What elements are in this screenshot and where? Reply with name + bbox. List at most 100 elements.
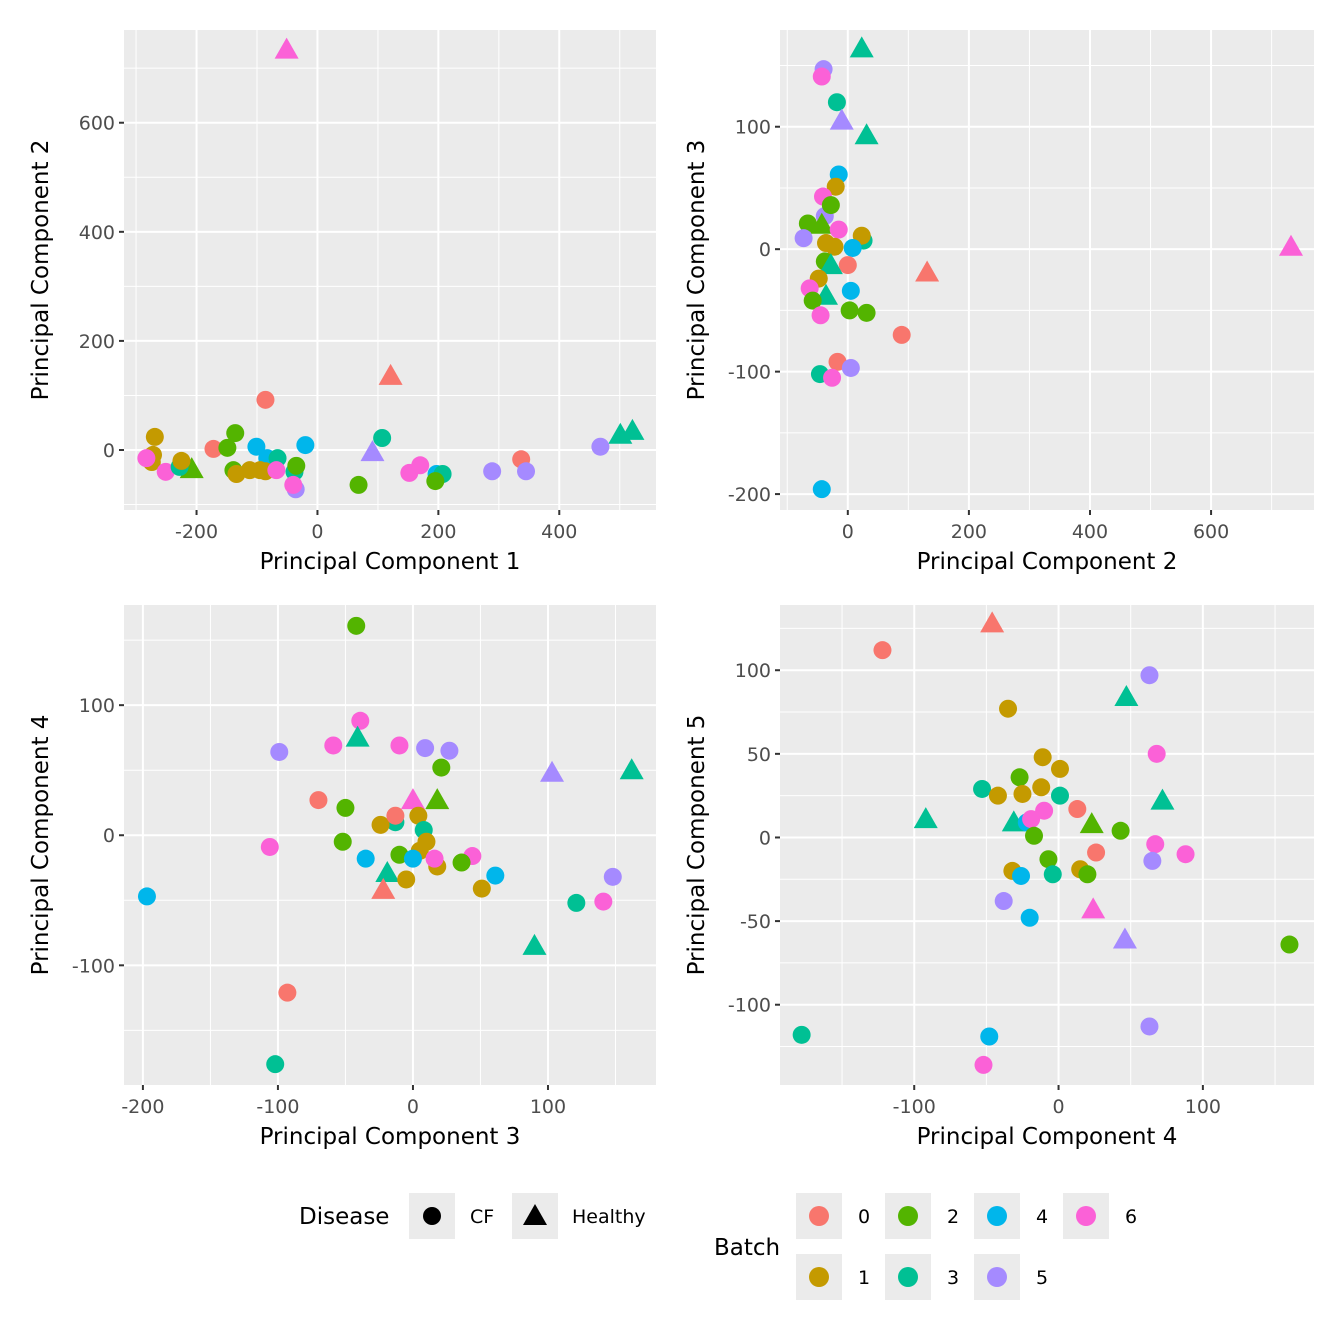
- point-cf-batch-6: [390, 736, 409, 755]
- legend-batch: Batch 0 1 2 3 4 5 6: [714, 1193, 1137, 1300]
- point-healthy-batch-3: [913, 807, 938, 829]
- point-cf-batch-5: [841, 358, 860, 377]
- x-tick-label: 200: [420, 521, 456, 543]
- y-tick-label: 100: [735, 117, 771, 139]
- point-cf-batch-5: [994, 892, 1013, 911]
- point-cf-batch-3: [567, 893, 586, 912]
- panel-4: -100 0 100 -100 -50 0 50 100 Principal Component…: [684, 605, 1314, 1150]
- x-tick-label: -200: [175, 521, 218, 543]
- y-tick-label: 100: [735, 660, 771, 682]
- point-cf-batch-2: [857, 303, 876, 322]
- point-cf-batch-0: [256, 390, 275, 409]
- point-cf-batch-1: [145, 427, 164, 446]
- y-tick-label: -200: [728, 484, 771, 506]
- point-cf-batch-4: [1012, 866, 1031, 885]
- panels: -200 0 200 400 0 200 400 600 Principal Component…: [28, 30, 1314, 1150]
- point-healthy-batch-5: [1112, 927, 1137, 949]
- panel-background: [124, 30, 656, 510]
- point-cf-batch-5: [440, 741, 459, 760]
- y-tick-label: 100: [79, 695, 115, 717]
- point-cf-batch-6: [1176, 845, 1195, 864]
- panel-background: [780, 605, 1314, 1085]
- point-cf-batch-2: [287, 456, 306, 475]
- point-healthy-batch-3: [375, 860, 400, 882]
- point-cf-batch-2: [218, 438, 237, 457]
- point-cf-batch-2: [349, 475, 368, 494]
- legend-batch-title: Batch: [714, 1235, 780, 1261]
- legend-batch-item-6: 6: [1063, 1193, 1137, 1239]
- point-cf-batch-3: [973, 779, 992, 798]
- point-cf-batch-2: [821, 196, 840, 215]
- point-cf-batch-5: [517, 462, 536, 481]
- point-cf-batch-0: [1068, 800, 1087, 819]
- point-cf-batch-0: [386, 806, 405, 825]
- points: [137, 37, 645, 499]
- point-cf-batch-2: [226, 424, 245, 443]
- point-healthy-batch-2: [809, 212, 834, 234]
- point-cf-batch-0: [892, 325, 911, 344]
- panel-2: 0 200 400 600 -200 -100 0 100 Principal Componen…: [684, 30, 1314, 575]
- x-tick-label: 0: [407, 1096, 419, 1118]
- point-cf-batch-4: [1020, 908, 1039, 927]
- point-cf-batch-6: [260, 837, 279, 856]
- point-healthy-batch-0: [378, 363, 403, 385]
- point-healthy-batch-0: [980, 611, 1005, 633]
- y-tick-label: -100: [72, 955, 115, 977]
- legend-batch-item-1: 1: [796, 1254, 870, 1300]
- legend-batch-item-4: 4: [974, 1193, 1048, 1239]
- point-cf-batch-6: [594, 892, 613, 911]
- point-healthy-batch-3: [1114, 684, 1139, 706]
- x-axis-title: Principal Component 3: [260, 1124, 521, 1150]
- x-tick-label: -100: [893, 1096, 936, 1118]
- point-healthy-batch-5: [360, 440, 385, 462]
- point-cf-batch-1: [1050, 759, 1069, 778]
- point-cf-batch-1: [409, 806, 428, 825]
- point-healthy-batch-3: [818, 253, 843, 275]
- point-cf-batch-6: [156, 462, 175, 481]
- x-tick-label: 100: [1185, 1096, 1221, 1118]
- point-cf-batch-2: [798, 214, 817, 233]
- point-cf-batch-1: [371, 815, 390, 834]
- x-tick-label: 0: [311, 521, 323, 543]
- point-cf-batch-0: [278, 983, 297, 1002]
- y-tick-label: 0: [759, 827, 771, 849]
- point-healthy-batch-0: [915, 260, 940, 282]
- point-cf-batch-1: [988, 786, 1007, 805]
- batch-keys: 0 1 2 3 4 5 6: [796, 1193, 1137, 1300]
- point-cf-batch-3: [1050, 786, 1069, 805]
- x-tick-label: 100: [530, 1096, 566, 1118]
- y-tick-label: 0: [759, 239, 771, 261]
- point-healthy-batch-0: [371, 877, 396, 899]
- point-cf-batch-1: [826, 177, 845, 196]
- x-axis-title: Principal Component 1: [260, 549, 521, 575]
- point-cf-batch-3: [266, 1055, 285, 1074]
- point-cf-batch-4: [137, 887, 156, 906]
- y-tick-label: 200: [79, 331, 115, 353]
- point-cf-batch-4: [980, 1027, 999, 1046]
- legend-batch-label: 0: [858, 1206, 870, 1228]
- legend-batch-label: 6: [1125, 1206, 1137, 1228]
- point-cf-batch-6: [829, 220, 848, 239]
- points: [794, 36, 1303, 499]
- point-cf-batch-2: [1039, 850, 1058, 869]
- point-cf-batch-2: [1010, 768, 1029, 787]
- point-healthy-batch-6: [1278, 234, 1303, 256]
- legend-batch-item-5: 5: [974, 1254, 1048, 1300]
- x-tick-label: 600: [1193, 521, 1229, 543]
- legend-batch-label: 2: [947, 1206, 959, 1228]
- legend-batch-swatch-icon: [987, 1206, 1007, 1226]
- point-cf-batch-1: [1032, 778, 1051, 797]
- point-cf-batch-6: [823, 368, 842, 387]
- point-cf-batch-2: [426, 472, 445, 491]
- point-cf-batch-3: [1043, 865, 1062, 884]
- point-cf-batch-2: [390, 845, 409, 864]
- legend-label-healthy: Healthy: [572, 1206, 646, 1228]
- point-cf-batch-1: [1013, 784, 1032, 803]
- point-cf-batch-4: [841, 281, 860, 300]
- point-cf-batch-2: [336, 798, 355, 817]
- panel-background: [780, 30, 1314, 510]
- point-cf-batch-6: [267, 461, 286, 480]
- point-cf-batch-4: [486, 866, 505, 885]
- y-tick-label: 0: [103, 440, 115, 462]
- point-cf-batch-5: [1143, 851, 1162, 870]
